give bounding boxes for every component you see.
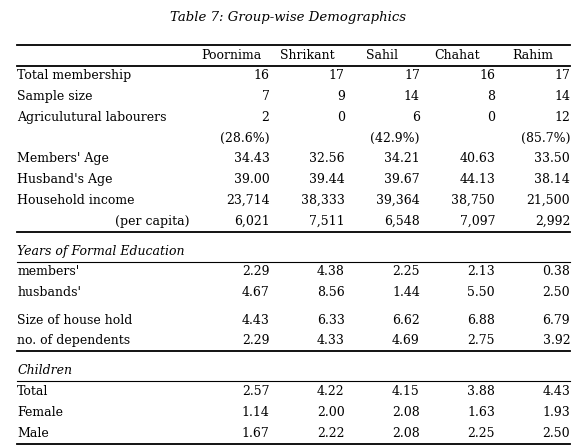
Text: 6.33: 6.33 xyxy=(317,314,344,327)
Text: 4.38: 4.38 xyxy=(317,266,344,279)
Text: 2.50: 2.50 xyxy=(543,426,570,439)
Text: 17: 17 xyxy=(404,69,420,82)
Text: Chahat: Chahat xyxy=(435,49,480,62)
Text: 2.08: 2.08 xyxy=(392,406,420,419)
Text: 4.15: 4.15 xyxy=(392,385,420,398)
Text: 39.00: 39.00 xyxy=(234,173,270,186)
Text: 2.50: 2.50 xyxy=(543,286,570,299)
Text: 1.14: 1.14 xyxy=(241,406,270,419)
Text: 4.69: 4.69 xyxy=(392,335,420,348)
Text: 3.92: 3.92 xyxy=(543,335,570,348)
Text: 8.56: 8.56 xyxy=(317,286,344,299)
Text: 33.50: 33.50 xyxy=(535,152,570,165)
Text: Children: Children xyxy=(17,364,72,377)
Text: 3.88: 3.88 xyxy=(467,385,495,398)
Text: Rahim: Rahim xyxy=(512,49,553,62)
Text: 39,364: 39,364 xyxy=(376,194,420,207)
Text: 38,333: 38,333 xyxy=(301,194,344,207)
Text: 4.22: 4.22 xyxy=(317,385,344,398)
Text: Size of house hold: Size of house hold xyxy=(17,314,132,327)
Text: 6: 6 xyxy=(412,111,420,124)
Text: 7,511: 7,511 xyxy=(309,215,344,228)
Text: (42.9%): (42.9%) xyxy=(370,132,420,145)
Text: Agriculutural labourers: Agriculutural labourers xyxy=(17,111,167,124)
Text: 6.88: 6.88 xyxy=(467,314,495,327)
Text: 6,021: 6,021 xyxy=(234,215,270,228)
Text: 4.43: 4.43 xyxy=(241,314,270,327)
Text: 16: 16 xyxy=(253,69,270,82)
Text: Total membership: Total membership xyxy=(17,69,131,82)
Text: (per capita): (per capita) xyxy=(115,215,190,228)
Text: husbands': husbands' xyxy=(17,286,81,299)
Text: 0: 0 xyxy=(487,111,495,124)
Text: 14: 14 xyxy=(404,90,420,103)
Text: 21,500: 21,500 xyxy=(526,194,570,207)
Text: 4.67: 4.67 xyxy=(242,286,270,299)
Text: 2.00: 2.00 xyxy=(317,406,344,419)
Text: 39.44: 39.44 xyxy=(309,173,344,186)
Text: 44.13: 44.13 xyxy=(459,173,495,186)
Text: 2.25: 2.25 xyxy=(392,266,420,279)
Text: Sahil: Sahil xyxy=(366,49,398,62)
Text: Total: Total xyxy=(17,385,48,398)
Text: 2.75: 2.75 xyxy=(468,335,495,348)
Text: Shrikant: Shrikant xyxy=(280,49,334,62)
Text: 1.67: 1.67 xyxy=(242,426,270,439)
Text: 39.67: 39.67 xyxy=(384,173,420,186)
Text: members': members' xyxy=(17,266,79,279)
Text: 1.93: 1.93 xyxy=(543,406,570,419)
Text: 34.43: 34.43 xyxy=(233,152,270,165)
Text: (85.7%): (85.7%) xyxy=(521,132,570,145)
Text: Members' Age: Members' Age xyxy=(17,152,109,165)
Text: 6,548: 6,548 xyxy=(384,215,420,228)
Text: 8: 8 xyxy=(487,90,495,103)
Text: 0.38: 0.38 xyxy=(543,266,570,279)
Text: 32.56: 32.56 xyxy=(309,152,344,165)
Text: 14: 14 xyxy=(554,90,570,103)
Text: 2.22: 2.22 xyxy=(317,426,344,439)
Text: 2.13: 2.13 xyxy=(467,266,495,279)
Text: Female: Female xyxy=(17,406,63,419)
Text: 2: 2 xyxy=(262,111,270,124)
Text: 2.29: 2.29 xyxy=(242,335,270,348)
Text: Sample size: Sample size xyxy=(17,90,93,103)
Text: 6.79: 6.79 xyxy=(543,314,570,327)
Text: Male: Male xyxy=(17,426,49,439)
Text: Husband's Age: Husband's Age xyxy=(17,173,113,186)
Text: 5.50: 5.50 xyxy=(467,286,495,299)
Text: 16: 16 xyxy=(479,69,495,82)
Text: 4.43: 4.43 xyxy=(543,385,570,398)
Text: Poornima: Poornima xyxy=(202,49,262,62)
Text: 1.63: 1.63 xyxy=(467,406,495,419)
Text: 17: 17 xyxy=(554,69,570,82)
Text: 1.44: 1.44 xyxy=(392,286,420,299)
Text: no. of dependents: no. of dependents xyxy=(17,335,130,348)
Text: 4.33: 4.33 xyxy=(317,335,344,348)
Text: 0: 0 xyxy=(336,111,344,124)
Text: 7: 7 xyxy=(262,90,270,103)
Text: 40.63: 40.63 xyxy=(459,152,495,165)
Text: Household income: Household income xyxy=(17,194,135,207)
Text: 23,714: 23,714 xyxy=(226,194,270,207)
Text: 2,992: 2,992 xyxy=(535,215,570,228)
Text: 17: 17 xyxy=(329,69,344,82)
Text: 38.14: 38.14 xyxy=(535,173,570,186)
Text: 2.29: 2.29 xyxy=(242,266,270,279)
Text: 34.21: 34.21 xyxy=(384,152,420,165)
Text: 12: 12 xyxy=(554,111,570,124)
Text: 2.08: 2.08 xyxy=(392,426,420,439)
Text: 6.62: 6.62 xyxy=(392,314,420,327)
Text: Years of Formal Education: Years of Formal Education xyxy=(17,245,185,258)
Text: 38,750: 38,750 xyxy=(452,194,495,207)
Text: Table 7: Group-wise Demographics: Table 7: Group-wise Demographics xyxy=(170,11,406,24)
Text: 2.25: 2.25 xyxy=(468,426,495,439)
Text: 2.57: 2.57 xyxy=(242,385,270,398)
Text: 9: 9 xyxy=(337,90,344,103)
Text: (28.6%): (28.6%) xyxy=(220,132,270,145)
Text: 7,097: 7,097 xyxy=(460,215,495,228)
